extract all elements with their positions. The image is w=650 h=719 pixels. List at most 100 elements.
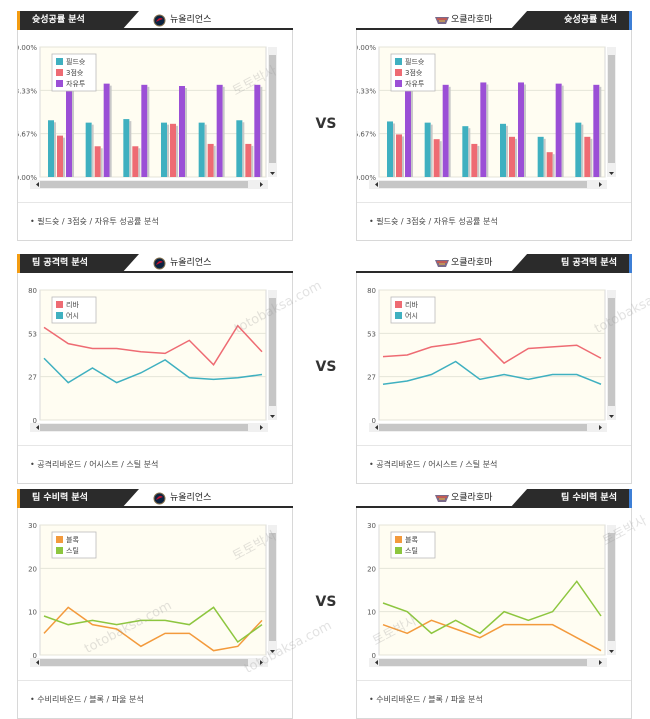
y-tick-label: 0: [33, 652, 37, 660]
horizontal-scrollbar[interactable]: [369, 180, 607, 189]
vs-label: VS: [315, 594, 337, 610]
thunder-logo-icon: [434, 492, 449, 505]
horizontal-scrollbar[interactable]: [369, 658, 607, 667]
header-underline: [356, 506, 632, 508]
bar-shadow: [213, 145, 216, 177]
bar-mark: [198, 122, 205, 177]
legend-swatch: [56, 301, 63, 308]
horizontal-scrollbar[interactable]: [30, 180, 268, 189]
series-line: [382, 619, 602, 652]
y-tick-label: 80: [28, 287, 37, 295]
legend-label: 3점슛: [66, 69, 84, 77]
team-name: 오클라호마: [434, 490, 492, 506]
bar-shadow: [581, 124, 584, 177]
thunder-logo-icon: [434, 14, 449, 27]
vertical-scrollbar[interactable]: [607, 290, 616, 420]
horizontal-scrollbar[interactable]: [30, 423, 268, 432]
y-tick-label: 27: [367, 374, 376, 382]
vs-label: VS: [315, 359, 337, 375]
vertical-scrollbar[interactable]: [268, 525, 277, 655]
bar-shadow: [147, 86, 150, 177]
pelicans-logo-icon: [153, 14, 166, 27]
bar-mark: [66, 83, 72, 177]
legend-swatch: [395, 80, 402, 87]
bar-shadow: [54, 122, 56, 177]
y-tick-label: 30: [28, 522, 37, 530]
section-offense: 팀 공격력 분석 뉴올리언스 80 53 27 0 리바 어시 • 공격리바운드 / 어시스트 …: [0, 254, 650, 484]
right-chart-panel: 80 53 27 0 리바 어시 • 공격리바운드 / 어시스트 / 스틸 분석: [356, 273, 632, 484]
bar-mark: [94, 146, 101, 177]
bar-mark: [518, 82, 524, 177]
legend-label: 어시: [66, 311, 79, 320]
section-shooting: 슛성공률 분석 뉴올리언스 110.00% 73.33% 36.67% 0.00% 필드슛 3…: [0, 11, 650, 241]
bar-shadow: [176, 125, 178, 177]
right-chart-panel: 30 20 10 0 블록 스틸 • 수비리바운드 / 블록 / 파울 분석: [356, 508, 632, 719]
legend-label: 블록: [405, 535, 418, 544]
bar-mark: [396, 134, 402, 177]
legend-swatch: [56, 536, 63, 543]
legend-label: 스틸: [66, 547, 79, 555]
right-header: 팀 공격력 분석 오클라호마: [356, 254, 632, 273]
legend-swatch: [395, 536, 402, 543]
bar-shadow: [552, 154, 555, 177]
y-tick-label: 0: [372, 652, 376, 660]
bar-mark: [103, 83, 110, 177]
series-line: [43, 324, 263, 366]
section-defense: 팀 수비력 분석 뉴올리언스 30 20 10 0 블록 스틸 • 수비리바운드 / 블록 / …: [0, 489, 650, 719]
bar-mark: [123, 119, 130, 177]
vertical-scrollbar[interactable]: [268, 290, 277, 420]
y-tick-label: 27: [28, 374, 37, 382]
y-tick-label: 30: [367, 522, 376, 530]
left-chart-panel: 80 53 27 0 리바 어시 • 공격리바운드 / 어시스트 / 스틸 분석: [17, 273, 293, 484]
left-header: 슛성공률 분석 뉴올리언스: [17, 11, 293, 30]
bar-shadow: [393, 123, 395, 177]
bar-shadow: [448, 86, 451, 177]
legend-swatch: [56, 312, 63, 319]
legend-swatch: [56, 69, 63, 76]
series-line: [43, 357, 263, 384]
bar-shadow: [430, 124, 433, 177]
section-title: 슛성공률 분석: [510, 11, 632, 30]
legend-label: 자유투: [405, 79, 425, 88]
section-title: 팀 공격력 분석: [510, 254, 632, 273]
bar-mark: [179, 86, 185, 177]
legend-swatch: [395, 547, 402, 554]
bar-mark: [216, 84, 223, 177]
bar-shadow: [439, 141, 442, 177]
team-label: 뉴올리언스: [170, 15, 212, 25]
bar-shadow: [72, 85, 74, 177]
bar-mark: [555, 83, 562, 177]
vertical-scrollbar[interactable]: [268, 47, 277, 177]
legend-swatch: [395, 58, 402, 65]
bar-mark: [132, 146, 139, 177]
bar-mark: [85, 122, 92, 177]
vs-label: VS: [315, 116, 337, 132]
bar-mark: [424, 122, 431, 177]
chart-caption: • 수비리바운드 / 블록 / 파울 분석: [18, 680, 292, 718]
bar-mark: [141, 84, 148, 177]
header-underline: [356, 271, 632, 273]
bar-mark: [433, 139, 440, 177]
bar-mark: [207, 143, 214, 177]
bar-mark: [575, 122, 582, 177]
section-title: 슛성공률 분석: [17, 11, 139, 30]
vertical-scrollbar[interactable]: [607, 47, 616, 177]
y-tick-label: 53: [367, 330, 376, 338]
bar-shadow: [599, 86, 602, 177]
team-label: 오클라호마: [451, 15, 493, 25]
bar-mark: [387, 121, 393, 177]
vertical-scrollbar[interactable]: [607, 525, 616, 655]
left-header: 팀 수비력 분석 뉴올리언스: [17, 489, 293, 508]
right-header: 슛성공률 분석 오클라호마: [356, 11, 632, 30]
right-header: 팀 수비력 분석 오클라호마: [356, 489, 632, 508]
horizontal-scrollbar[interactable]: [30, 658, 268, 667]
legend-swatch: [56, 58, 63, 65]
bar-mark: [245, 143, 252, 177]
horizontal-scrollbar[interactable]: [369, 423, 607, 432]
